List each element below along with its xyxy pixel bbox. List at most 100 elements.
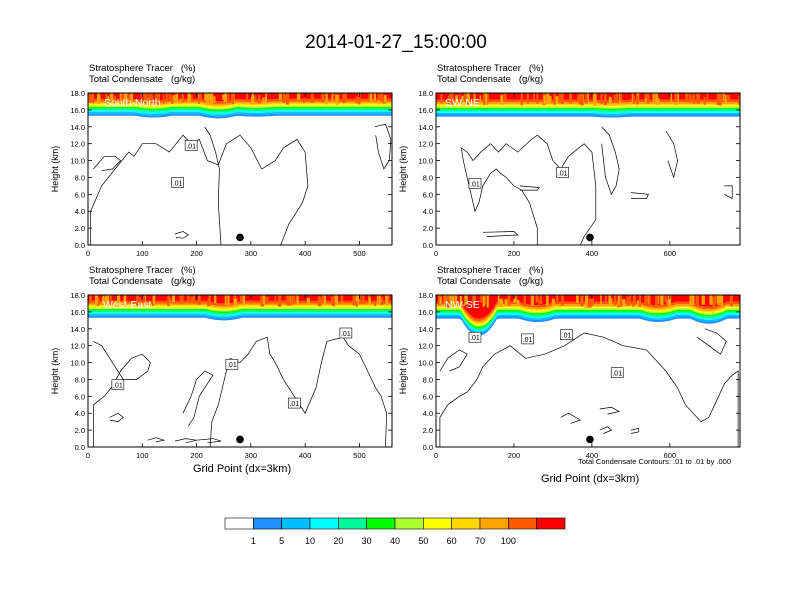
x-tick-label: 100	[136, 451, 149, 460]
tracer-streak	[538, 300, 540, 307]
location-marker	[236, 233, 244, 242]
tracer-band	[436, 103, 740, 107]
tracer-streak	[89, 295, 92, 303]
tracer-streak	[580, 93, 584, 106]
condensate-contour	[147, 437, 166, 443]
colorbar-label: 30	[362, 536, 372, 546]
y-tick-label: 4.0	[423, 409, 433, 418]
contour-label: .01	[470, 181, 480, 188]
tracer-streak	[296, 93, 301, 101]
tracer-streak	[603, 93, 607, 105]
x-tick-label: 0	[86, 451, 90, 460]
contour-label-box	[339, 327, 353, 339]
tracer-streak	[242, 295, 245, 306]
y-tick-label: 0.0	[75, 443, 85, 452]
x-tick-label: 400	[586, 451, 599, 460]
y-tick-label: 16.0	[70, 106, 85, 115]
tracer-streak	[168, 93, 171, 101]
y-tick-label: 2.0	[423, 426, 433, 435]
condensate-contour	[439, 349, 468, 372]
tracer-streak	[257, 94, 261, 104]
condensate-contour	[519, 185, 540, 191]
tracer-streak	[278, 93, 283, 101]
tracer-streak	[466, 93, 470, 102]
x-tick-label: 600	[664, 249, 677, 258]
tracer-streak	[165, 93, 168, 103]
colorbar-swatch	[309, 517, 339, 530]
tracer-streak	[181, 295, 184, 304]
y-tick-label: 16.0	[418, 106, 433, 115]
x-tick-label: 200	[508, 451, 521, 460]
tracer-streak	[622, 299, 626, 305]
tracer-streak	[551, 298, 555, 307]
y-tick-label: 10.0	[418, 359, 433, 368]
tracer-streak	[191, 95, 193, 102]
tracer-streak	[449, 93, 452, 105]
panel-3-subtitle-2: Total Condensate (g/kg)	[89, 276, 196, 287]
tracer-streak	[180, 298, 183, 305]
tracer-streak	[378, 295, 381, 305]
condensate-contour	[560, 412, 582, 424]
panel-sw-ne: .01 .01 0.0 2.0 4.0 6.0 8.0 10.0 12.0 14.0 16.0 18.…	[398, 89, 741, 258]
tracer-streak	[578, 93, 582, 105]
y-tick-label: 8.0	[75, 173, 85, 182]
tracer-streak	[321, 93, 325, 103]
tracer-streak	[504, 298, 508, 305]
condensate-contour	[204, 126, 222, 245]
colorbar-swatch	[281, 517, 311, 530]
panel-1-subtitle-2: Total Condensate (g/kg)	[89, 74, 196, 85]
tracer-streak	[449, 295, 452, 306]
tracer-streak	[483, 93, 486, 106]
tracer-streak	[251, 93, 254, 104]
figure-title: 2014-01-27_15:00:00	[305, 32, 487, 53]
tracer-band	[88, 101, 392, 106]
condensate-contour	[109, 412, 124, 423]
condensate-contour	[630, 427, 640, 434]
tracer-streak	[644, 93, 647, 104]
colorbar-label: 100	[501, 536, 516, 546]
tracer-streak	[180, 98, 182, 105]
condensate-contour	[196, 438, 222, 444]
tracer-streak	[91, 93, 94, 104]
tracer-streak	[285, 93, 290, 105]
tracer-band	[436, 295, 740, 319]
tracer-streak	[123, 295, 127, 307]
x-tick-label: 400	[299, 249, 312, 258]
panel-3-xlabel: Grid Point (dx=3km)	[193, 463, 292, 475]
tracer-band	[88, 108, 392, 113]
tracer-streak	[689, 295, 692, 306]
tracer-streak	[558, 93, 562, 104]
tracer-band	[436, 106, 740, 109]
tracer-streak	[265, 296, 269, 305]
condensate-contour	[630, 192, 649, 199]
tracer-band	[436, 311, 740, 331]
tracer-streak	[587, 301, 591, 308]
tracer-streak	[632, 301, 635, 307]
tracer-band	[436, 114, 740, 118]
y-tick-label: 8.0	[423, 375, 433, 384]
y-axis-label: Height (km)	[50, 146, 60, 193]
location-marker	[586, 435, 594, 444]
tracer-streak	[368, 93, 371, 102]
panel-4-subtitle-2: Total Condensate (g/kg)	[437, 276, 544, 287]
tracer-streak	[227, 93, 230, 100]
tracer-streak	[460, 301, 464, 307]
tracer-streak	[531, 295, 534, 306]
tracer-streak	[619, 295, 623, 307]
tracer-streak	[717, 295, 720, 306]
tracer-streak	[223, 93, 228, 103]
contour-label: .01	[470, 335, 480, 342]
tracer-streak	[660, 295, 664, 306]
tracer-streak	[357, 295, 360, 306]
tracer-streak	[310, 93, 314, 103]
tracer-streak	[657, 98, 660, 106]
colorbar-swatch	[394, 517, 424, 530]
tracer-streak	[455, 95, 458, 104]
tracer-band	[436, 304, 740, 323]
tracer-streak	[546, 93, 550, 103]
tracer-streak	[546, 295, 549, 307]
tracer-streak	[613, 94, 616, 102]
tracer-streak	[387, 295, 390, 302]
location-marker	[586, 233, 594, 242]
tracer-streak	[473, 295, 476, 306]
